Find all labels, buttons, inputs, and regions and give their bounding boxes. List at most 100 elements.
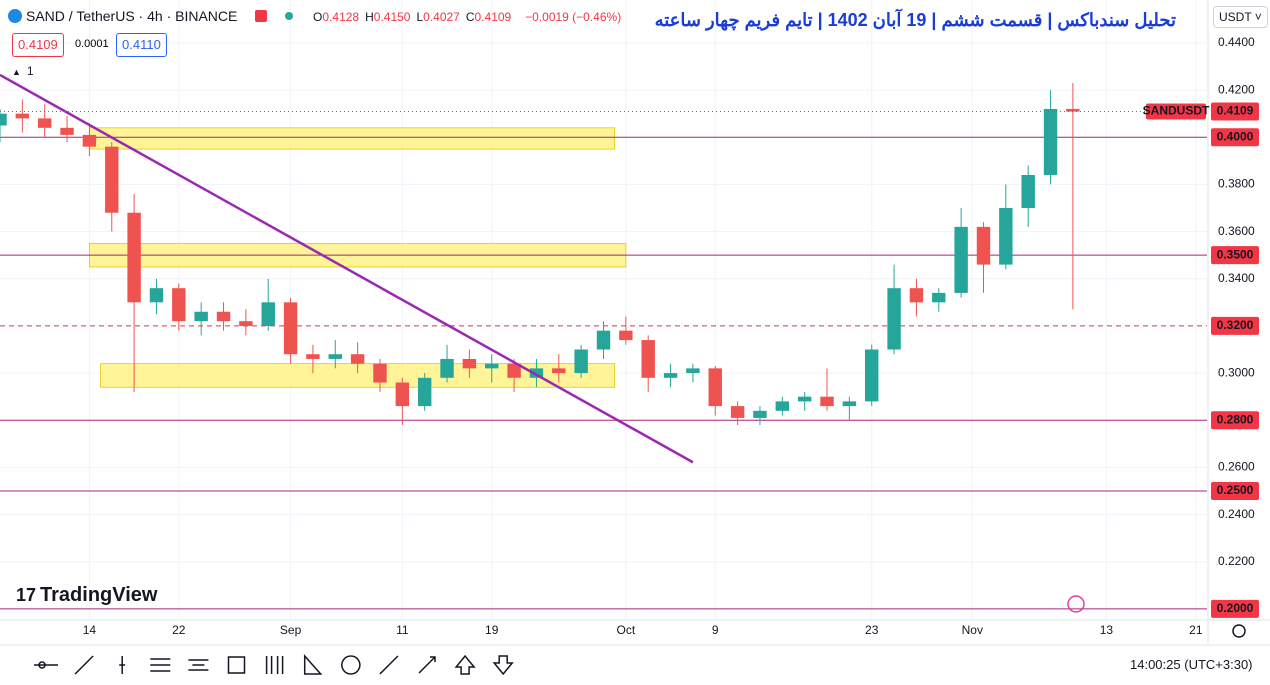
x-tick-label: 22 bbox=[172, 623, 186, 637]
toolbar-icon[interactable] bbox=[227, 656, 246, 674]
candle-body bbox=[105, 146, 119, 213]
level-tag: 0.2800 bbox=[1217, 412, 1254, 426]
candle-body bbox=[82, 134, 97, 147]
x-tick-label: 23 bbox=[865, 623, 879, 637]
ohlc-value: 0.4027 bbox=[423, 10, 460, 24]
toolbar-icon[interactable] bbox=[454, 654, 476, 675]
candle-body bbox=[149, 288, 164, 303]
toolbar-icon[interactable] bbox=[119, 656, 126, 674]
currency-select[interactable]: USDT ˅ bbox=[1213, 6, 1268, 28]
symbol[interactable]: SAND / TetherUS · 4h · BINANCE bbox=[26, 8, 238, 24]
ohlc-key: O bbox=[313, 10, 323, 24]
candle-body bbox=[485, 363, 499, 369]
candle-body bbox=[887, 288, 901, 350]
candle-body bbox=[306, 354, 320, 359]
ohlc-key: C bbox=[465, 10, 475, 24]
y-tick-label: 0.4200 bbox=[1218, 82, 1255, 96]
toolbar-icon[interactable] bbox=[341, 655, 361, 675]
level-tag-bg bbox=[1211, 128, 1259, 147]
candle-body bbox=[641, 340, 655, 378]
candle-body bbox=[261, 302, 275, 326]
candle-body bbox=[507, 363, 521, 378]
settings-icon[interactable] bbox=[1232, 624, 1246, 638]
toolbar-icon[interactable] bbox=[265, 656, 284, 674]
candle-body bbox=[328, 354, 342, 359]
currency: USDT bbox=[1219, 10, 1252, 24]
candle-body bbox=[395, 382, 410, 407]
candle-body bbox=[1021, 174, 1035, 209]
candle-body bbox=[596, 330, 611, 350]
candle-body bbox=[753, 410, 767, 418]
level-tag-bg bbox=[1211, 316, 1259, 335]
bid-box[interactable]: 0.4109 bbox=[12, 33, 64, 57]
snapshot-icon bbox=[1067, 595, 1085, 613]
ohlc-legend: O0.4128 H0.4150 L0.4027 C0.4109 bbox=[313, 10, 517, 24]
x-tick-label: 9 bbox=[712, 623, 719, 637]
indicator-count: 1 bbox=[26, 64, 34, 78]
candle-body bbox=[775, 401, 790, 411]
x-tick-label: 14 bbox=[83, 623, 97, 637]
brand-logo: 17 TradingView bbox=[16, 584, 158, 606]
alert-icon[interactable] bbox=[255, 10, 268, 22]
candle-body bbox=[820, 396, 834, 407]
candle-body bbox=[954, 226, 968, 293]
level-tag: 0.3500 bbox=[1217, 247, 1254, 261]
level-tag: 0.2000 bbox=[1217, 601, 1254, 615]
level-tag: 0.2500 bbox=[1217, 483, 1254, 497]
level-tag-bg bbox=[1211, 411, 1259, 430]
spread: 0.0001 bbox=[75, 38, 109, 50]
x-tick-label: 11 bbox=[396, 623, 409, 637]
market-status bbox=[285, 12, 294, 20]
y-tick-label: 0.2400 bbox=[1218, 507, 1255, 521]
x-tick-label: Nov bbox=[962, 623, 983, 637]
toolbar-icon[interactable] bbox=[303, 654, 323, 675]
candle-body bbox=[194, 311, 208, 322]
candle-body bbox=[686, 368, 700, 374]
toolbar-icon[interactable] bbox=[34, 661, 58, 669]
toolbar-icon[interactable] bbox=[188, 659, 209, 671]
ohlc-value: 0.4109 bbox=[474, 10, 512, 24]
candle-body bbox=[619, 330, 633, 341]
candle-body bbox=[239, 321, 253, 326]
candle-body bbox=[529, 368, 544, 378]
clock: 14:00:25 bbox=[1130, 657, 1181, 672]
brand: TradingView bbox=[40, 584, 158, 606]
x-tick-label: Sep bbox=[280, 623, 302, 637]
toolbar-icon[interactable] bbox=[379, 655, 399, 675]
y-tick-label: 0.3800 bbox=[1218, 177, 1255, 191]
y-tick-label: 0.2200 bbox=[1218, 554, 1255, 568]
candle-body bbox=[842, 401, 857, 407]
y-tick-label: 0.3000 bbox=[1218, 365, 1255, 379]
x-tick-label: 21 bbox=[1189, 623, 1203, 637]
clock-area[interactable]: 14:00:25 (UTC+3:30) bbox=[1130, 657, 1253, 672]
candle-body bbox=[283, 302, 298, 355]
candle-body bbox=[1066, 108, 1080, 112]
indicator-toggle[interactable]: ▲ 1 bbox=[12, 64, 34, 78]
toolbar-icon[interactable] bbox=[418, 656, 436, 674]
candle-body bbox=[708, 368, 722, 407]
ask-box[interactable]: 0.4110 bbox=[116, 33, 167, 57]
x-tick-label: Oct bbox=[617, 623, 636, 637]
y-tick-label: 0.2600 bbox=[1218, 460, 1255, 474]
toolbar-icon[interactable] bbox=[150, 658, 171, 672]
level-tag-bg bbox=[1211, 599, 1259, 618]
x-tick-label: 19 bbox=[485, 623, 499, 637]
candle-body bbox=[552, 368, 566, 374]
toolbar-icon[interactable] bbox=[492, 655, 514, 676]
symbol-tag-bg bbox=[1146, 103, 1206, 120]
candle-body bbox=[350, 354, 365, 364]
candle-body bbox=[172, 288, 186, 322]
y-tick-label: 0.3400 bbox=[1218, 271, 1255, 285]
support-zone bbox=[89, 127, 616, 150]
candle-body bbox=[663, 373, 678, 378]
level-tag: 0.4000 bbox=[1217, 129, 1254, 143]
ohlc-value: 0.4150 bbox=[373, 10, 411, 24]
ohlc-key: H bbox=[365, 10, 374, 24]
toolbar-icon[interactable] bbox=[74, 655, 94, 675]
level-tag-bg bbox=[1211, 246, 1259, 265]
level-tag-bg bbox=[1211, 482, 1259, 501]
price-tag: 0.4109 bbox=[1217, 104, 1254, 118]
candle-body bbox=[730, 406, 745, 418]
